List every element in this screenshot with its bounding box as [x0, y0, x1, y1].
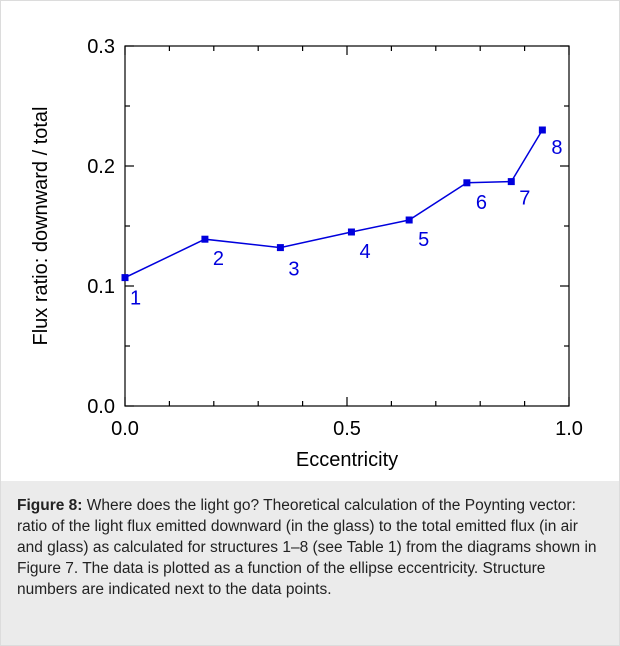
x-tick-label: 1.0: [555, 418, 583, 440]
point-label: 1: [130, 288, 141, 310]
data-point: [538, 126, 546, 134]
point-label: 4: [359, 241, 370, 263]
data-point: [507, 178, 515, 186]
data-point: [347, 228, 355, 236]
point-label: 7: [519, 188, 530, 210]
x-tick-label: 0.0: [111, 418, 139, 440]
plot-frame: [124, 45, 570, 407]
figure-caption: Figure 8: Where does the light go? Theor…: [1, 481, 619, 645]
line-chart: 0.0 0.5 1.0 0.0 0.1 0.2 0.3 Eccentricity Flux ra…: [30, 36, 583, 471]
caption-label: Figure 8:: [17, 497, 83, 514]
point-label: 2: [213, 248, 224, 270]
chart-area: 0.0 0.5 1.0 0.0 0.1 0.2 0.3 Eccentricity Flux ra…: [1, 1, 619, 481]
x-tick-label: 0.5: [333, 418, 361, 440]
data-point: [201, 235, 209, 243]
y-tick-label: 0.1: [87, 276, 115, 298]
y-tick-label: 0.3: [87, 36, 115, 58]
x-axis-label: Eccentricity: [296, 449, 398, 471]
y-tick-label: 0.2: [87, 156, 115, 178]
data-point: [121, 274, 129, 282]
point-label: 5: [418, 229, 429, 251]
caption-text: Where does the light go? Theoretical cal…: [17, 497, 597, 598]
y-tick-label: 0.0: [87, 396, 115, 418]
point-label: 6: [476, 192, 487, 214]
data-point: [405, 216, 413, 224]
y-axis-label: Flux ratio: downward / total: [30, 107, 52, 346]
series-line: [124, 129, 544, 279]
data-point: [276, 244, 284, 252]
point-label: 3: [288, 259, 299, 281]
point-label: 8: [551, 137, 562, 159]
data-point: [463, 179, 471, 187]
